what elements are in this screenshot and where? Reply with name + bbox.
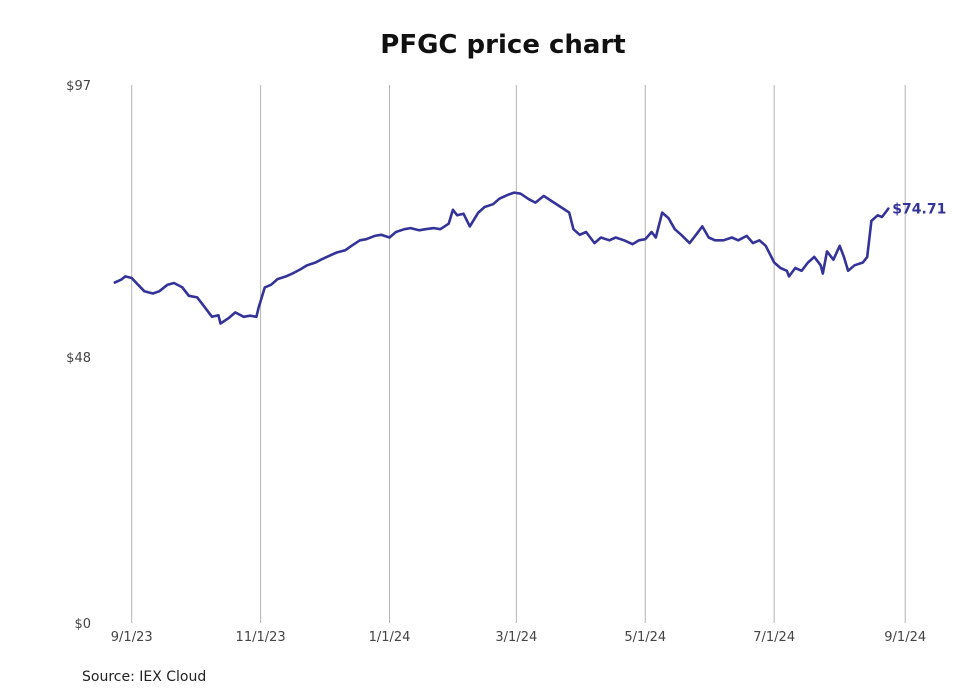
y-tick-label: $0 (74, 617, 91, 632)
x-tick-label: 3/1/24 (495, 630, 537, 645)
chart-title: PFGC price chart (380, 30, 626, 60)
price-series: $74.71 (113, 191, 946, 325)
y-axis-labels: $0 $48 $97 (66, 79, 91, 632)
x-tick-label: 9/1/24 (884, 630, 926, 645)
x-tick-label: 1/1/24 (369, 630, 411, 645)
last-price-label: $74.71 (892, 202, 946, 218)
series-line-0 (113, 191, 890, 325)
source-note: Source: IEX Cloud (82, 669, 207, 685)
x-tick-label: 9/1/23 (111, 630, 153, 645)
grid-lines (131, 85, 906, 623)
y-tick-label: $48 (66, 351, 91, 366)
x-tick-label: 7/1/24 (753, 630, 795, 645)
x-tick-label: 5/1/24 (624, 630, 666, 645)
x-axis-labels: 9/1/23 11/1/23 1/1/24 3/1/24 5/1/24 7/1/24 9/1… (111, 630, 926, 645)
y-tick-label: $97 (66, 79, 91, 94)
x-tick-label: 11/1/23 (236, 630, 286, 645)
